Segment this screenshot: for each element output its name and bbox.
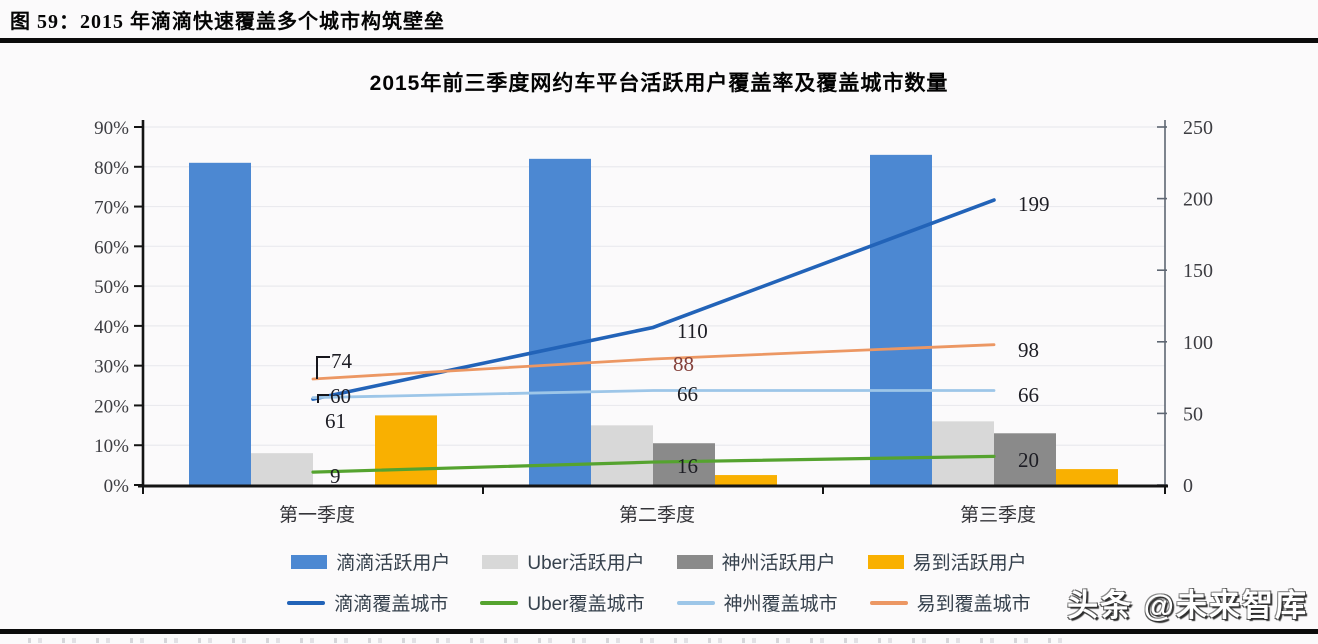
left-axis-tick-label: 20% — [94, 396, 129, 417]
legend-label: 滴滴覆盖城市 — [334, 594, 449, 615]
caption-underline — [0, 38, 1318, 43]
legend-item: 易到活跃用户 — [867, 548, 1027, 575]
left-axis-tick-label: 60% — [94, 237, 129, 258]
legend-item: 神州覆盖城市 — [676, 589, 838, 616]
left-axis-tick-label: 70% — [94, 198, 129, 219]
left-axis-tick-label: 10% — [94, 436, 129, 457]
left-axis-tick-label: 90% — [94, 118, 129, 139]
bar-series1-q1 — [189, 162, 251, 486]
bar-series2-q2 — [591, 425, 653, 485]
data-label: 66 — [677, 382, 698, 406]
legend-item: Uber覆盖城市 — [480, 589, 645, 616]
legend-item: 滴滴覆盖城市 — [287, 589, 448, 616]
right-axis-tick-label: 100 — [1183, 332, 1213, 354]
figure-caption: 图 59：2015 年滴滴快速覆盖多个城市构筑壁垒 — [10, 11, 445, 33]
legend-line-swatch — [676, 600, 715, 605]
data-label: 74 — [331, 349, 353, 373]
legend-row-bars: 滴滴活跃用户 Uber活跃用户 神州活跃用户 易到活跃用户 — [0, 548, 1318, 575]
left-axis-tick-label: 40% — [94, 317, 129, 338]
label-leader-bracket — [317, 394, 329, 403]
data-label: 110 — [677, 319, 708, 343]
data-label: 98 — [1018, 338, 1039, 362]
x-category-label: 第一季度 — [279, 504, 355, 526]
watermark-text: 头条 @未来智库 — [1067, 588, 1308, 623]
data-label: 20 — [1018, 448, 1039, 472]
legend-line-swatch — [869, 600, 908, 605]
left-axis-tick-label: 80% — [94, 158, 129, 179]
legend-line-swatch — [287, 600, 326, 605]
legend-label: 神州活跃用户 — [721, 553, 836, 574]
right-axis-tick-label: 150 — [1183, 260, 1213, 282]
right-axis-tick-label: 200 — [1183, 189, 1213, 211]
legend-label: 神州覆盖城市 — [723, 594, 838, 615]
data-label: 66 — [1018, 383, 1039, 407]
legend-item: 神州活跃用户 — [676, 548, 836, 575]
figure-bottom-rule — [0, 629, 1318, 634]
legend-bar-swatch — [676, 554, 713, 569]
legend-label: Uber覆盖城市 — [527, 594, 645, 615]
bar-series3-q2 — [653, 443, 715, 485]
data-label: 199 — [1018, 192, 1050, 216]
legend-bar-swatch — [482, 554, 519, 569]
bar-series4-q2 — [715, 475, 777, 485]
bar-series1-q3 — [870, 154, 932, 485]
data-label: 88 — [673, 352, 694, 376]
line-series3 — [311, 389, 996, 400]
legend-bar-swatch — [291, 554, 328, 569]
line-series1 — [311, 198, 996, 401]
legend-bar-swatch — [867, 554, 904, 569]
left-axis-tick-label: 30% — [94, 357, 129, 378]
data-label: 16 — [677, 454, 698, 478]
data-label: 61 — [325, 409, 346, 433]
label-leader-bracket — [316, 356, 330, 379]
clipped-caption-artifact — [28, 638, 1068, 643]
bar-series2-q3 — [932, 421, 994, 485]
legend-label: 滴滴活跃用户 — [336, 553, 451, 574]
bar-series4-q3 — [1056, 469, 1118, 485]
chart-title: 2015年前三季度网约车平台活跃用户覆盖率及覆盖城市数量 — [369, 72, 949, 95]
x-category-label: 第二季度 — [619, 504, 695, 526]
legend-item: 易到覆盖城市 — [869, 589, 1031, 616]
legend-label: Uber活跃用户 — [527, 553, 645, 574]
legend-line-swatch — [480, 600, 519, 605]
x-category-label: 第三季度 — [960, 504, 1036, 526]
line-series2 — [311, 454, 996, 474]
bar-series4-q1 — [375, 415, 437, 485]
right-axis-tick-label: 0 — [1183, 475, 1193, 497]
left-axis-tick-label: 50% — [94, 277, 129, 298]
line-series4 — [311, 343, 996, 381]
right-axis-tick-label: 50 — [1183, 403, 1203, 425]
legend-item: Uber活跃用户 — [482, 548, 645, 575]
data-label: 60 — [330, 384, 351, 408]
bar-series2-q1 — [251, 453, 313, 485]
bar-series3-q3 — [994, 433, 1056, 485]
data-label: 9 — [330, 464, 341, 488]
bar-series1-q2 — [529, 158, 591, 486]
left-axis-tick-label: 0% — [104, 476, 130, 497]
legend-row-lines: 滴滴覆盖城市 Uber覆盖城市 神州覆盖城市 易到覆盖城市 — [0, 589, 1318, 616]
legend-label: 易到覆盖城市 — [916, 594, 1031, 615]
legend-item: 滴滴活跃用户 — [291, 548, 450, 575]
right-axis-tick-label: 250 — [1183, 117, 1213, 139]
legend-label: 易到活跃用户 — [912, 553, 1027, 574]
